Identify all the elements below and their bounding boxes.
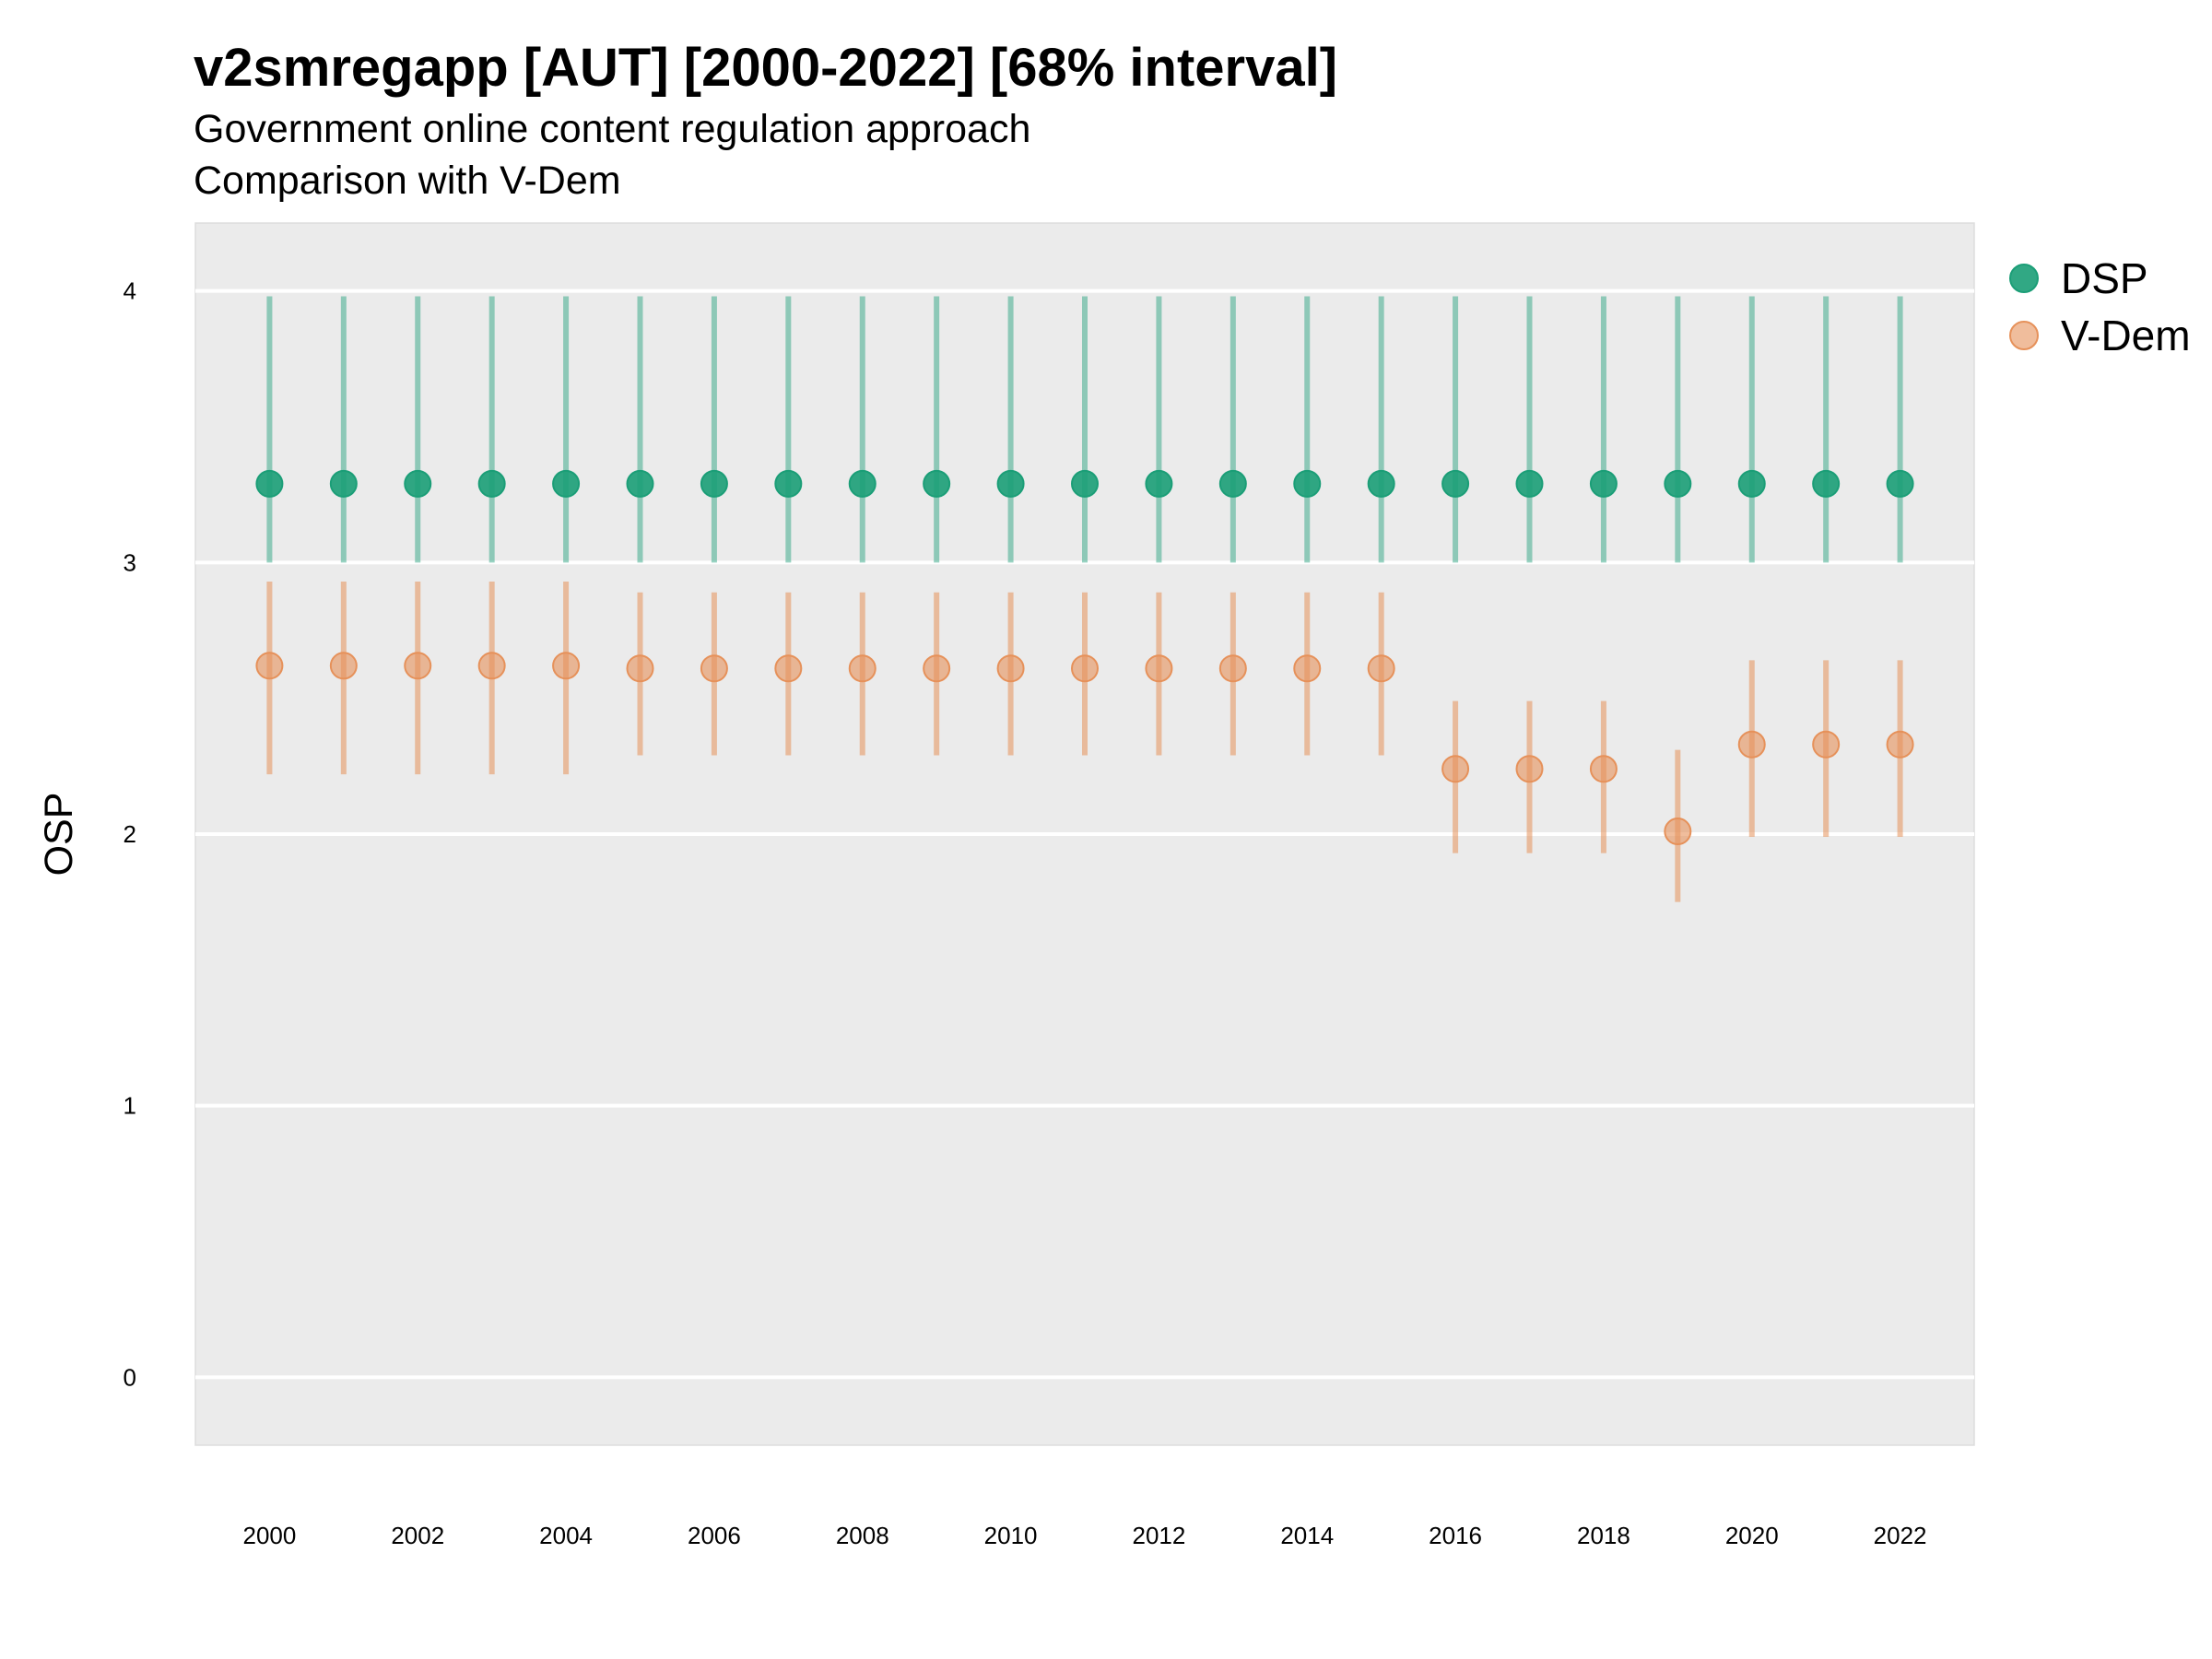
y-tick-label-1: 1 [124,1092,136,1120]
v-dem-point-2001 [329,652,358,680]
legend-label-dsp: DSP [2061,254,2148,302]
x-axis-ticks: 2000 2002 2004 2006 2008 2010 2012 2014 2016 2018… [242,1522,1926,1549]
legend: DSP V-Dem [2009,254,2191,359]
x-tick-label-2018: 2018 [1577,1522,1630,1549]
dsp-point-2007 [774,469,803,498]
v-dem-point-2016 [1441,755,1470,783]
dsp-point-2004 [552,469,581,498]
dsp-point-2009 [923,469,951,498]
dsp-point-2012 [1145,469,1173,498]
x-tick-label-2020: 2020 [1725,1522,1779,1549]
x-tick-label-2004: 2004 [539,1522,593,1549]
legend-label-v-dem: V-Dem [2061,312,2191,359]
v-dem-point-2005 [626,654,654,683]
dsp-point-2020 [1737,469,1766,498]
dsp-point-2010 [996,469,1025,498]
chart-subtitle-line-1: Government online content regulation app… [194,107,1031,151]
v-dem-point-2009 [923,654,951,683]
v-dem-point-2003 [477,652,506,680]
v-dem-point-2014 [1293,654,1322,683]
dsp-point-2018 [1589,469,1618,498]
v-dem-point-2013 [1218,654,1247,683]
v-dem-point-2008 [848,654,877,683]
data-points [255,469,1914,846]
x-tick-label-2022: 2022 [1874,1522,1927,1549]
legend-marker-dsp [2009,264,2039,293]
dsp-point-2008 [848,469,877,498]
y-tick-label-2: 2 [124,820,136,848]
dsp-point-2005 [626,469,654,498]
x-tick-label-2002: 2002 [391,1522,444,1549]
y-tick-label-3: 3 [124,548,136,576]
dsp-point-2015 [1367,469,1395,498]
dsp-point-2021 [1812,469,1841,498]
dsp-point-2000 [255,469,284,498]
v-dem-point-2021 [1812,730,1841,759]
dsp-point-2016 [1441,469,1470,498]
x-tick-label-2008: 2008 [836,1522,889,1549]
v-dem-point-2017 [1515,755,1544,783]
chart-title: v2smregapp [AUT] [2000-2022] [68% interv… [194,38,1338,98]
v-dem-point-2020 [1737,730,1766,759]
x-tick-label-2006: 2006 [688,1522,741,1549]
chart-subtitle-line-2: Comparison with V-Dem [194,159,621,203]
dsp-point-2017 [1515,469,1544,498]
y-tick-label-4: 4 [124,277,136,305]
dsp-point-2002 [404,469,432,498]
dsp-point-2001 [329,469,358,498]
y-tick-label-0: 0 [124,1363,136,1391]
x-tick-label-2010: 2010 [984,1522,1038,1549]
v-dem-point-2002 [404,652,432,680]
x-tick-label-2000: 2000 [242,1522,296,1549]
v-dem-point-2022 [1886,730,1914,759]
dsp-point-2006 [700,469,728,498]
v-dem-point-2015 [1367,654,1395,683]
v-dem-point-2012 [1145,654,1173,683]
x-tick-label-2016: 2016 [1429,1522,1482,1549]
dsp-point-2014 [1293,469,1322,498]
v-dem-point-2010 [996,654,1025,683]
v-dem-point-2000 [255,652,284,680]
dsp-point-2022 [1886,469,1914,498]
legend-marker-v-dem [2009,321,2039,350]
y-axis-ticks: 0 1 2 3 4 [124,277,136,1392]
dsp-point-2013 [1218,469,1247,498]
v-dem-point-2019 [1664,818,1692,846]
x-tick-label-2012: 2012 [1132,1522,1185,1549]
dsp-point-2011 [1071,469,1099,498]
v-dem-point-2007 [774,654,803,683]
y-axis-title: OSP [37,793,81,877]
v-dem-point-2018 [1589,755,1618,783]
dsp-point-2019 [1664,469,1692,498]
x-tick-label-2014: 2014 [1280,1522,1334,1549]
v-dem-point-2006 [700,654,728,683]
dsp-point-2003 [477,469,506,498]
v-dem-point-2004 [552,652,581,680]
v-dem-point-2011 [1071,654,1099,683]
